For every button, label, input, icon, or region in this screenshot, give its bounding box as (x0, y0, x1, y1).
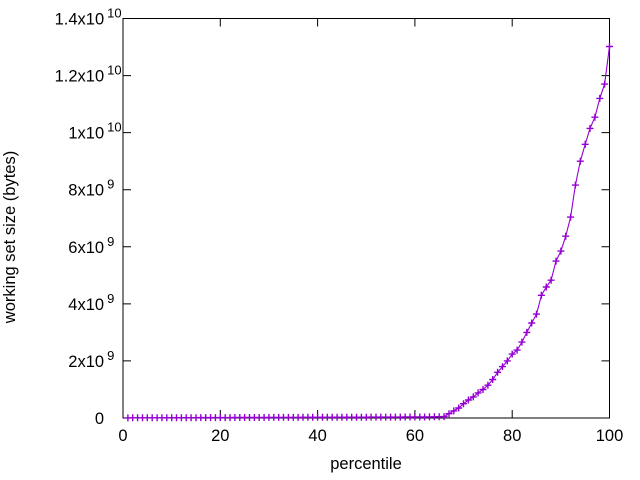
series-line (127, 46, 611, 419)
y-axis-tick-labels: 0 2x10 9 4x10 9 6x10 9 8x10 9 1x10 10 1.2x10 10 1.4x1… (55, 6, 122, 429)
y-tick-label: 1.2x10 10 (55, 63, 122, 86)
x-axis-tick-labels: 0 20 40 60 80 100 (118, 427, 623, 445)
plot-border (122, 18, 610, 419)
y-tick-label: 2x10 9 (68, 348, 114, 371)
y-tick-label: 1x10 10 (68, 120, 121, 143)
y-tick-label: 0 (95, 410, 104, 428)
x-tick-label: 20 (211, 427, 229, 445)
y-tick-label: 1.4x10 10 (55, 6, 122, 29)
x-tick-label: 100 (596, 427, 624, 445)
axis-ticks (122, 18, 610, 419)
x-tick-label: 60 (406, 427, 424, 445)
y-tick-label: 4x10 9 (68, 291, 114, 314)
plot-area: 0 20 40 60 80 100 0 2x10 9 4x10 9 6x10 9 8x10 9 1x10 10 1… (55, 6, 624, 446)
x-tick-label: 40 (308, 427, 326, 445)
y-axis-label: working set size (bytes) (1, 151, 19, 324)
y-tick-label: 6x10 9 (68, 234, 114, 257)
series-markers (124, 43, 613, 422)
x-tick-label: 0 (118, 427, 127, 445)
y-tick-label: 8x10 9 (68, 177, 114, 200)
x-axis-label: percentile (330, 455, 402, 473)
x-tick-label: 80 (503, 427, 521, 445)
